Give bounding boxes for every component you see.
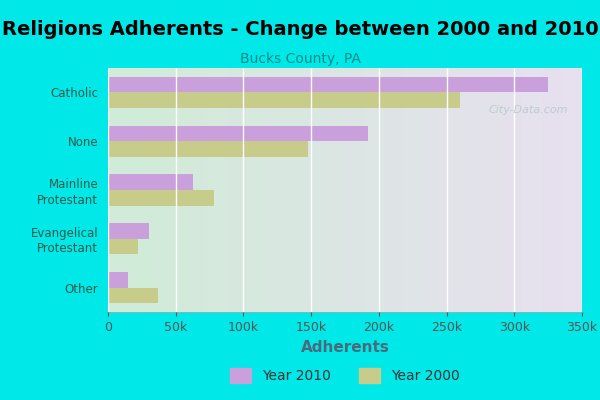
Bar xyxy=(108,92,460,108)
Bar xyxy=(108,239,138,254)
X-axis label: Adherents: Adherents xyxy=(301,340,389,354)
Text: City-Data.com: City-Data.com xyxy=(488,105,568,115)
Bar xyxy=(108,190,214,206)
Bar xyxy=(108,126,368,141)
Text: Religions Adherents - Change between 2000 and 2010: Religions Adherents - Change between 200… xyxy=(2,20,598,39)
Legend: Year 2010, Year 2000: Year 2010, Year 2000 xyxy=(230,368,460,383)
Bar xyxy=(108,77,548,92)
Bar xyxy=(108,223,149,239)
Bar xyxy=(108,272,128,288)
Bar xyxy=(108,141,308,157)
Text: Bucks County, PA: Bucks County, PA xyxy=(239,52,361,66)
Bar xyxy=(108,174,193,190)
Bar xyxy=(108,288,158,303)
